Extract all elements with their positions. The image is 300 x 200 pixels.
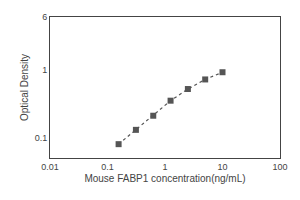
- svg-text:0.1: 0.1: [101, 162, 114, 172]
- svg-text:10: 10: [217, 162, 227, 172]
- svg-text:1: 1: [162, 162, 167, 172]
- svg-text:6: 6: [42, 12, 47, 22]
- svg-text:Mouse FABP1 concentration(ng/m: Mouse FABP1 concentration(ng/mL): [84, 173, 245, 184]
- svg-text:Optical Density: Optical Density: [19, 54, 30, 121]
- svg-text:0.1: 0.1: [35, 133, 48, 143]
- svg-text:100: 100: [272, 162, 287, 172]
- svg-text:0.01: 0.01: [41, 162, 59, 172]
- svg-text:1: 1: [42, 65, 47, 75]
